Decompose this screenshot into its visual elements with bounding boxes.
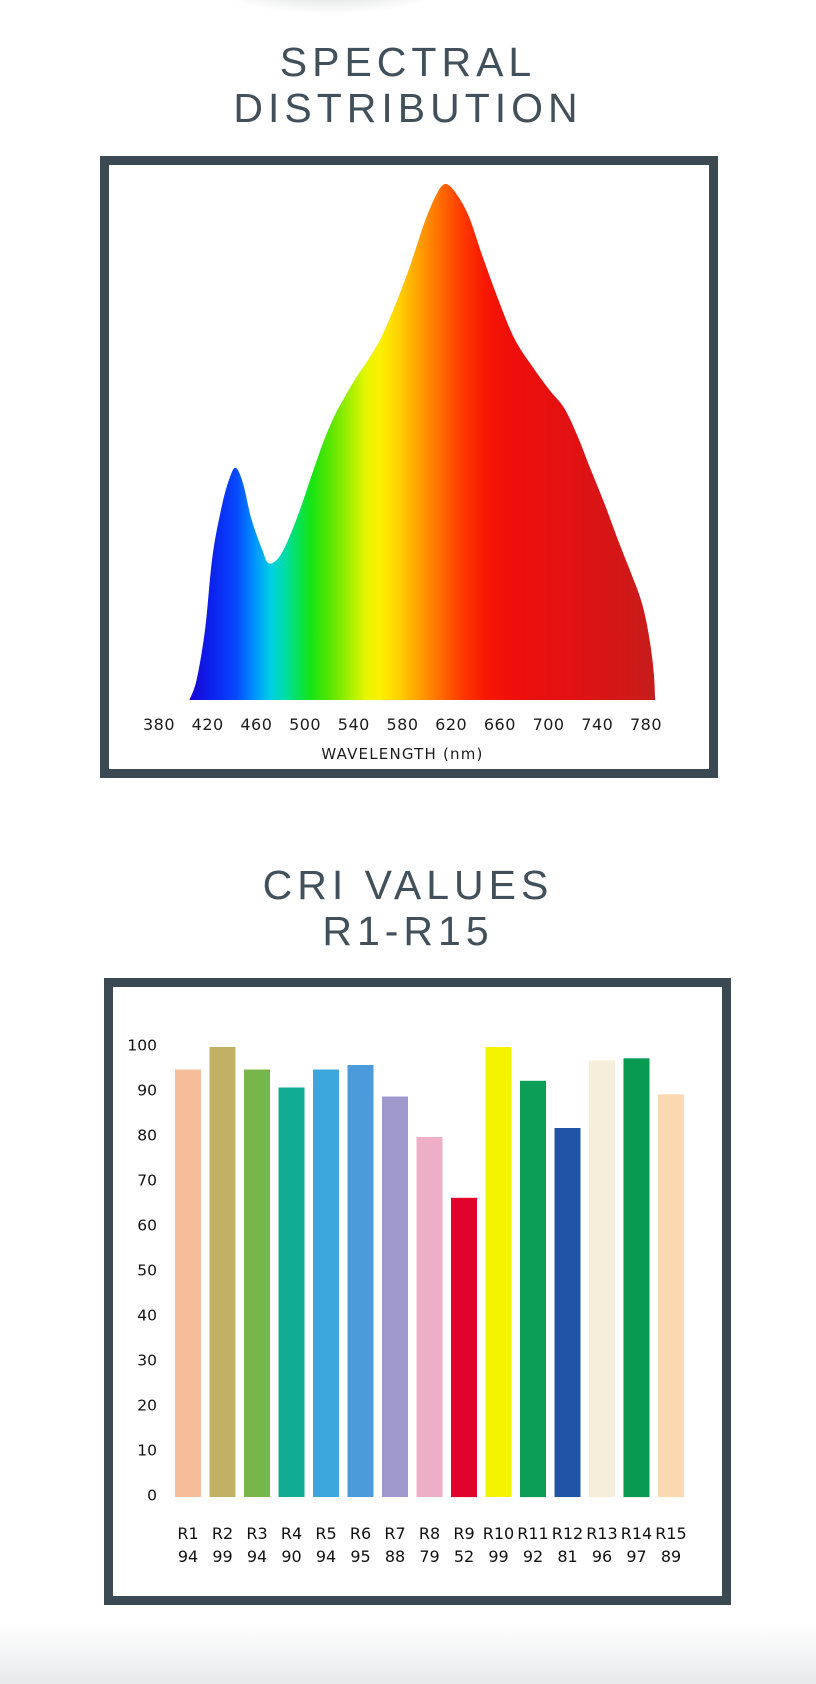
cri-bar-r2 bbox=[209, 1047, 236, 1497]
cri-bar-label-r15: R15 bbox=[655, 1524, 686, 1543]
wavelength-tick-700: 700 bbox=[533, 715, 565, 734]
cri-bar-r12 bbox=[554, 1128, 581, 1497]
cri-bar-label-r5: R5 bbox=[315, 1524, 336, 1543]
wavelength-tick-500: 500 bbox=[289, 715, 321, 734]
cri-y-tick-80: 80 bbox=[137, 1127, 157, 1145]
cri-bar-r10 bbox=[485, 1047, 512, 1497]
cri-bar-r14 bbox=[623, 1058, 650, 1498]
cri-bar-value-r12: 81 bbox=[557, 1547, 577, 1566]
cri-bar-value-r10: 99 bbox=[488, 1547, 508, 1566]
cri-bar-value-r2: 99 bbox=[212, 1547, 232, 1566]
wavelength-axis-label: WAVELENGTH (nm) bbox=[321, 745, 483, 763]
cri-bar-r4 bbox=[278, 1087, 305, 1497]
cri-y-tick-100: 100 bbox=[127, 1037, 157, 1055]
cri-bar-value-r15: 89 bbox=[661, 1547, 681, 1566]
cri-bar-plot: 1009080706050403020100R194R299R394R490R5… bbox=[127, 1037, 686, 1567]
cri-y-tick-20: 20 bbox=[137, 1397, 157, 1415]
spectral-title-line1: SPECTRAL bbox=[279, 39, 537, 85]
cri-bar-label-r13: R13 bbox=[586, 1524, 617, 1543]
cri-bar-label-r14: R14 bbox=[621, 1524, 652, 1543]
cri-bar-value-r4: 90 bbox=[281, 1547, 301, 1566]
spectral-distribution-chart: 380 420 460 500 540 580 620 660 700 740 780 WAVELEN… bbox=[100, 156, 718, 778]
cri-bar-label-r12: R12 bbox=[552, 1524, 583, 1543]
wavelength-tick-420: 420 bbox=[192, 715, 224, 734]
cri-bar-label-r4: R4 bbox=[281, 1524, 302, 1543]
spectral-title-line2: DISTRIBUTION bbox=[233, 85, 583, 131]
wavelength-tick-580: 580 bbox=[386, 715, 418, 734]
cri-chart-title: CRI VALUES R1-R15 bbox=[0, 862, 816, 954]
cri-bar-r3 bbox=[244, 1069, 270, 1497]
cri-bar-label-r9: R9 bbox=[453, 1524, 474, 1543]
wavelength-tick-660: 660 bbox=[484, 715, 516, 734]
spectral-curve bbox=[189, 183, 656, 701]
wavelength-tick-620: 620 bbox=[435, 715, 467, 734]
cri-bar-value-r11: 92 bbox=[523, 1547, 543, 1566]
cri-bar-label-r7: R7 bbox=[384, 1524, 405, 1543]
cri-y-tick-90: 90 bbox=[137, 1082, 157, 1100]
wavelength-tick-380: 380 bbox=[143, 715, 175, 734]
cri-y-tick-60: 60 bbox=[137, 1217, 157, 1235]
cri-y-tick-10: 10 bbox=[137, 1442, 157, 1460]
cri-bar-value-r6: 95 bbox=[350, 1547, 370, 1566]
cri-bar-value-r8: 79 bbox=[419, 1547, 439, 1566]
cri-bar-value-r3: 94 bbox=[247, 1547, 267, 1566]
wavelength-tick-460: 460 bbox=[240, 715, 272, 734]
cri-title-line1: CRI VALUES bbox=[262, 862, 554, 908]
cri-bar-r15 bbox=[658, 1094, 684, 1498]
cri-bar-r6 bbox=[347, 1065, 374, 1497]
cri-bar-value-r9: 52 bbox=[454, 1547, 474, 1566]
cri-y-tick-70: 70 bbox=[137, 1172, 157, 1190]
cri-y-tick-50: 50 bbox=[137, 1262, 157, 1280]
wavelength-tick-540: 540 bbox=[338, 715, 370, 734]
cri-bar-value-r7: 88 bbox=[385, 1547, 405, 1566]
spectral-plot: 380 420 460 500 540 580 620 660 700 740 780 WAVELEN… bbox=[143, 183, 662, 763]
cri-bar-value-r14: 97 bbox=[626, 1547, 646, 1566]
cri-bar-label-r10: R10 bbox=[483, 1524, 514, 1543]
cri-y-tick-40: 40 bbox=[137, 1307, 157, 1325]
cri-y-tick-30: 30 bbox=[137, 1352, 157, 1370]
cri-bar-r13 bbox=[589, 1060, 615, 1497]
cri-bar-r11 bbox=[520, 1080, 546, 1498]
bottom-page-fade bbox=[0, 1622, 816, 1684]
cri-bar-r5 bbox=[313, 1069, 339, 1497]
cri-title-line2: R1-R15 bbox=[322, 908, 494, 954]
cri-values-chart: 100 90 80 70 60 50 40 30 20 10 0 R1 94 R2 99 R3 94 R4 90 R5… bbox=[104, 978, 731, 1605]
cri-bar-value-r5: 94 bbox=[316, 1547, 336, 1566]
cri-bar-label-r3: R3 bbox=[246, 1524, 267, 1543]
cri-bar-r8 bbox=[416, 1137, 443, 1497]
cri-bar-label-r11: R11 bbox=[517, 1524, 548, 1543]
cri-bar-label-r1: R1 bbox=[177, 1524, 198, 1543]
cri-bar-r9 bbox=[451, 1197, 477, 1498]
cri-bar-label-r2: R2 bbox=[212, 1524, 233, 1543]
cri-bar-value-r1: 94 bbox=[178, 1547, 198, 1566]
wavelength-tick-780: 780 bbox=[630, 715, 662, 734]
spectral-chart-title: SPECTRAL DISTRIBUTION bbox=[0, 39, 816, 131]
cri-bar-label-r8: R8 bbox=[419, 1524, 440, 1543]
cri-bar-r1 bbox=[175, 1069, 201, 1497]
cri-bar-r7 bbox=[382, 1096, 408, 1497]
wavelength-tick-740: 740 bbox=[581, 715, 613, 734]
cri-y-tick-0: 0 bbox=[147, 1487, 157, 1505]
cri-bar-value-r13: 96 bbox=[592, 1547, 612, 1566]
cri-bar-label-r6: R6 bbox=[350, 1524, 371, 1543]
